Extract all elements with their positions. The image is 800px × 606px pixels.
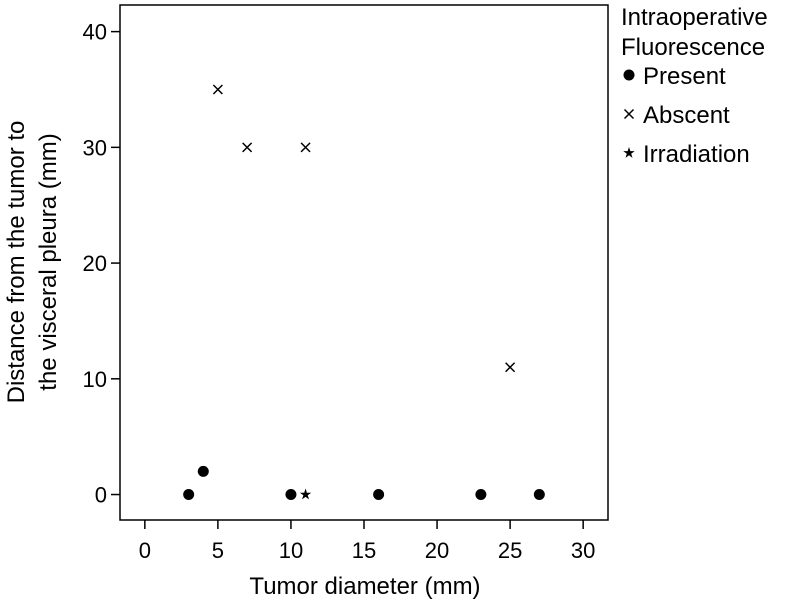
data-point-irradiation — [299, 488, 312, 500]
data-point-present — [197, 465, 209, 477]
x-axis-title: Tumor diameter (mm) — [249, 573, 480, 600]
data-point-abscent — [242, 142, 253, 153]
y-axis-title-line-2: the visceral pleura (mm) — [35, 133, 62, 390]
legend-label-abscent: Abscent — [643, 102, 730, 129]
x-tick-label: 30 — [571, 538, 595, 563]
legend-marker-present — [623, 69, 635, 81]
data-point-present — [533, 489, 545, 501]
data-point-abscent — [300, 142, 311, 153]
data-point-present — [373, 489, 385, 501]
data-points — [183, 84, 545, 501]
data-point-abscent — [212, 84, 223, 95]
data-point-abscent — [505, 362, 516, 373]
legend: Intraoperative Fluorescence Present Absce… — [621, 4, 768, 168]
legend-label-present: Present — [643, 63, 726, 90]
legend-title-line-1: Intraoperative — [621, 4, 768, 31]
legend-title-line-2: Fluorescence — [621, 34, 765, 61]
y-tick-label: 10 — [83, 367, 107, 392]
x-axis: 0 5 10 15 20 25 30 — [139, 520, 595, 563]
data-point-present — [475, 489, 487, 501]
legend-marker-irradiation — [623, 147, 635, 158]
x-tick-label: 25 — [498, 538, 522, 563]
plot-area-frame — [119, 4, 609, 521]
legend-label-irradiation: Irradiation — [643, 141, 750, 168]
x-tick-label: 10 — [279, 538, 303, 563]
legend-items: Present Abscent Irradiation — [623, 63, 750, 168]
y-tick-label: 30 — [83, 135, 107, 160]
y-tick-label: 20 — [83, 251, 107, 276]
y-axis-title-line-1: Distance from the tumor to — [3, 121, 30, 404]
data-point-present — [285, 489, 297, 501]
x-tick-label: 0 — [139, 538, 151, 563]
y-tick-label: 0 — [95, 483, 107, 508]
x-tick-label: 20 — [425, 538, 449, 563]
data-point-present — [183, 489, 195, 501]
legend-marker-abscent — [623, 108, 635, 120]
y-axis: 0 10 20 30 40 — [83, 20, 120, 508]
x-tick-label: 15 — [352, 538, 376, 563]
x-tick-label: 5 — [212, 538, 224, 563]
y-tick-label: 40 — [83, 20, 107, 45]
